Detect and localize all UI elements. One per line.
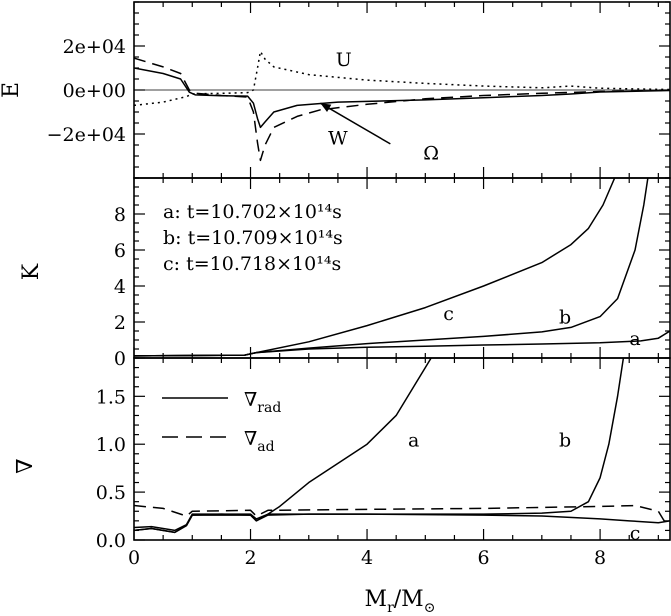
energy-annotation: W bbox=[328, 127, 348, 149]
legend-rad-label: ∇rad bbox=[244, 389, 281, 416]
nabla-ytick-label: 1.0 bbox=[96, 434, 126, 456]
energy-annotation: U bbox=[336, 49, 352, 71]
k-ytick-label: 2 bbox=[114, 312, 126, 334]
x-axis-label-mid: /M bbox=[394, 587, 424, 612]
k-annotation: b bbox=[559, 307, 571, 329]
nabla-annotation: b bbox=[559, 429, 571, 451]
legend-ad-sub: ad bbox=[257, 439, 274, 455]
nabla-frame bbox=[133, 357, 671, 541]
x-axis-label-sub: r bbox=[387, 600, 394, 616]
energy-ytick-label: 2e+04 bbox=[63, 36, 126, 58]
nabla-series-1 bbox=[134, 358, 625, 534]
energy-series-0 bbox=[134, 50, 670, 107]
nabla-annotation: a bbox=[408, 429, 419, 451]
nabla-annotation: c bbox=[630, 522, 641, 544]
energy-y-axis-label: E bbox=[0, 82, 24, 98]
nabla-y-axis-label: ∇ bbox=[13, 458, 38, 473]
legend-rad-symbol: ∇ bbox=[244, 389, 257, 411]
nabla-xtick-label: 2 bbox=[244, 547, 256, 569]
nabla-ytick-label: 0.0 bbox=[96, 530, 126, 552]
k-ytick-label: 0 bbox=[114, 348, 126, 370]
nabla-xtick-label: 6 bbox=[478, 547, 490, 569]
energy-arrow-shaft bbox=[320, 102, 391, 145]
energy-arrow-head bbox=[320, 103, 332, 112]
k-ytick-label: 8 bbox=[114, 204, 126, 226]
nabla-xtick-label: 8 bbox=[594, 547, 606, 569]
nabla-ytick-label: 0.5 bbox=[96, 482, 126, 504]
energy-series-2 bbox=[134, 57, 670, 162]
energy-ytick-label: 0e+00 bbox=[63, 80, 126, 102]
k-annotation: c bbox=[443, 303, 454, 325]
k-legend-line-c: c: t=10.718×10¹⁴s bbox=[163, 253, 341, 275]
nabla-series-3 bbox=[134, 504, 670, 522]
x-axis-label: Mr/M⊙ bbox=[365, 587, 436, 616]
x-axis-label-sub2: ⊙ bbox=[424, 600, 436, 616]
k-legend-line-a: a: t=10.702×10¹⁴s bbox=[163, 201, 342, 223]
k-legend-line-b: b: t=10.709×10¹⁴s bbox=[163, 227, 343, 249]
energy-series-1 bbox=[134, 67, 670, 129]
k-ytick-label: 4 bbox=[114, 276, 126, 298]
energy-panel: −2e+04 0e+00 2e+04 U W Ω bbox=[47, 1, 671, 179]
k-legend: a: t=10.702×10¹⁴s b: t=10.709×10¹⁴s c: t… bbox=[163, 201, 343, 275]
nabla-legend: ∇rad ∇ad bbox=[162, 389, 281, 455]
legend-ad-label: ∇ad bbox=[244, 428, 275, 455]
k-ytick-label: 6 bbox=[114, 240, 126, 262]
nabla-xtick-label: 4 bbox=[361, 547, 373, 569]
energy-ytick-label: −2e+04 bbox=[47, 124, 126, 146]
nabla-series-2 bbox=[134, 513, 670, 532]
legend-ad-symbol: ∇ bbox=[244, 428, 257, 450]
k-y-axis-label: K bbox=[19, 263, 44, 280]
k-annotation: a bbox=[629, 328, 640, 350]
nabla-series-0 bbox=[134, 358, 432, 534]
nabla-xtick-label: 0 bbox=[128, 547, 140, 569]
legend-rad-sub: rad bbox=[257, 400, 281, 416]
k-series-0 bbox=[134, 330, 670, 357]
x-axis-label-main: M bbox=[365, 587, 388, 612]
k-series-2 bbox=[134, 178, 616, 357]
nabla-panel: 0.0 0.5 1.0 1.5 0 2 4 6 8 a b c bbox=[96, 357, 671, 569]
nabla-ytick-label: 1.5 bbox=[96, 386, 126, 408]
energy-annotation: Ω bbox=[423, 143, 439, 165]
